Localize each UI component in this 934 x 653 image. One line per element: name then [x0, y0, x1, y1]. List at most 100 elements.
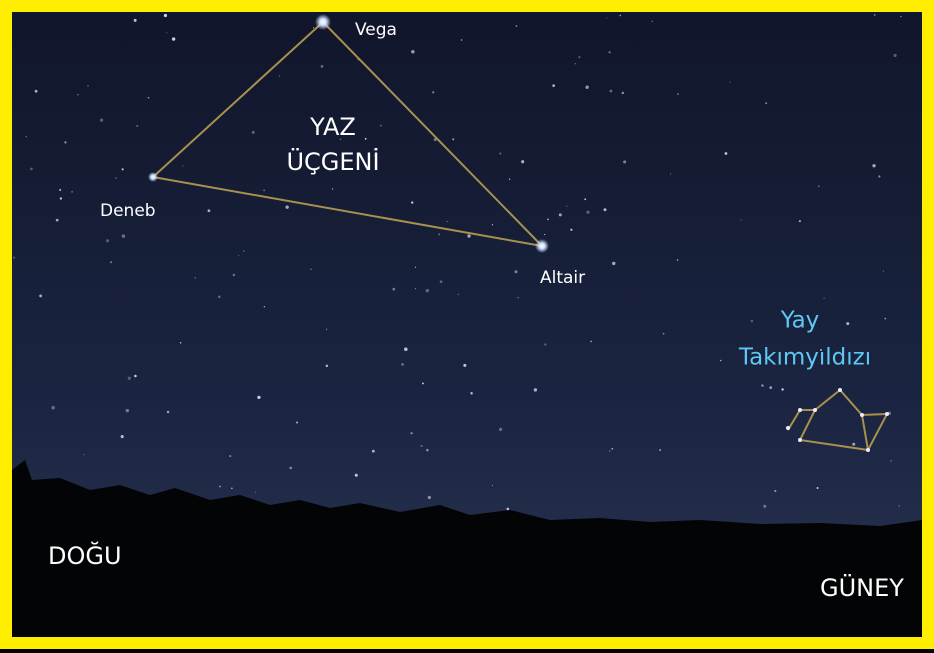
background-star [257, 396, 260, 399]
background-star [392, 288, 395, 291]
background-star [725, 152, 728, 155]
constellation-name: Yay [780, 308, 820, 334]
background-star [769, 386, 772, 389]
constellation-star [885, 412, 889, 416]
background-star [289, 467, 292, 470]
background-star [720, 360, 722, 362]
background-star [610, 90, 613, 93]
background-star [900, 16, 901, 17]
background-star [35, 90, 38, 93]
background-star [411, 201, 413, 203]
background-star [823, 298, 824, 299]
background-star [763, 505, 766, 508]
background-star [13, 256, 15, 258]
background-star [172, 37, 175, 40]
background-star [463, 364, 466, 367]
background-star [313, 27, 314, 28]
background-star [355, 474, 358, 477]
background-star [751, 320, 753, 322]
background-star [30, 168, 33, 171]
background-star [134, 375, 137, 378]
background-star [852, 443, 855, 446]
background-star [39, 294, 42, 297]
background-star [470, 392, 473, 395]
constellation-star [786, 426, 790, 430]
background-star [56, 219, 59, 222]
triangle-title: ÜÇGENİ [286, 147, 379, 176]
background-star [106, 239, 109, 242]
background-star [883, 271, 884, 272]
background-star [115, 177, 116, 178]
background-star [438, 233, 440, 235]
background-star [585, 86, 588, 89]
background-star [884, 318, 886, 320]
background-star [552, 84, 555, 87]
background-star [164, 14, 167, 17]
background-star [817, 487, 819, 489]
background-star [521, 160, 524, 163]
background-star [321, 65, 324, 68]
background-star [219, 485, 221, 487]
background-star [575, 63, 576, 64]
background-star [264, 306, 265, 307]
background-star [64, 141, 66, 143]
background-star [421, 445, 423, 447]
background-star [774, 490, 776, 492]
background-star [898, 505, 900, 507]
direction-label: GÜNEY [820, 573, 904, 602]
background-star [872, 164, 875, 167]
background-star [263, 189, 265, 191]
background-star [83, 454, 84, 455]
background-star [440, 280, 443, 283]
background-star [547, 219, 549, 221]
background-star [121, 435, 124, 438]
background-star [426, 289, 429, 292]
background-star [544, 234, 545, 235]
background-star [492, 224, 493, 225]
star-label: Vega [355, 20, 397, 40]
background-star [608, 51, 610, 53]
background-star [874, 14, 876, 16]
background-star [194, 277, 196, 279]
background-star [426, 449, 429, 452]
background-star [428, 496, 431, 499]
background-star [467, 234, 470, 237]
background-star [126, 409, 129, 412]
background-star [167, 411, 169, 413]
background-star [296, 421, 298, 423]
background-star [584, 198, 586, 200]
background-star [411, 432, 413, 434]
background-star [71, 191, 73, 193]
background-star [677, 259, 679, 261]
background-star [846, 322, 849, 325]
background-star [326, 365, 328, 367]
star-vega [315, 14, 331, 30]
background-star [166, 32, 167, 33]
background-star [59, 189, 61, 191]
star-altair [535, 239, 549, 253]
background-star [663, 333, 665, 335]
background-star [559, 213, 562, 216]
star-label: Deneb [100, 201, 156, 221]
constellation-star [866, 448, 870, 452]
star-deneb [148, 172, 158, 182]
background-star [622, 92, 624, 94]
background-star [452, 138, 454, 140]
background-star [458, 294, 459, 295]
background-star [612, 262, 615, 265]
background-star [285, 205, 288, 208]
background-star [570, 229, 572, 231]
background-star [365, 138, 367, 140]
background-star [404, 348, 407, 351]
background-star [586, 211, 589, 214]
background-star [544, 343, 546, 345]
background-star [279, 75, 280, 76]
background-star [517, 297, 518, 298]
constellation-star [813, 408, 817, 412]
background-star [229, 455, 231, 457]
background-star [492, 485, 493, 486]
background-star [310, 269, 311, 270]
sky-scene: Vega Deneb Altair YAZ ÜÇGENİ Yay Takımyı… [0, 0, 934, 649]
background-star [515, 25, 517, 27]
background-star [659, 449, 661, 451]
